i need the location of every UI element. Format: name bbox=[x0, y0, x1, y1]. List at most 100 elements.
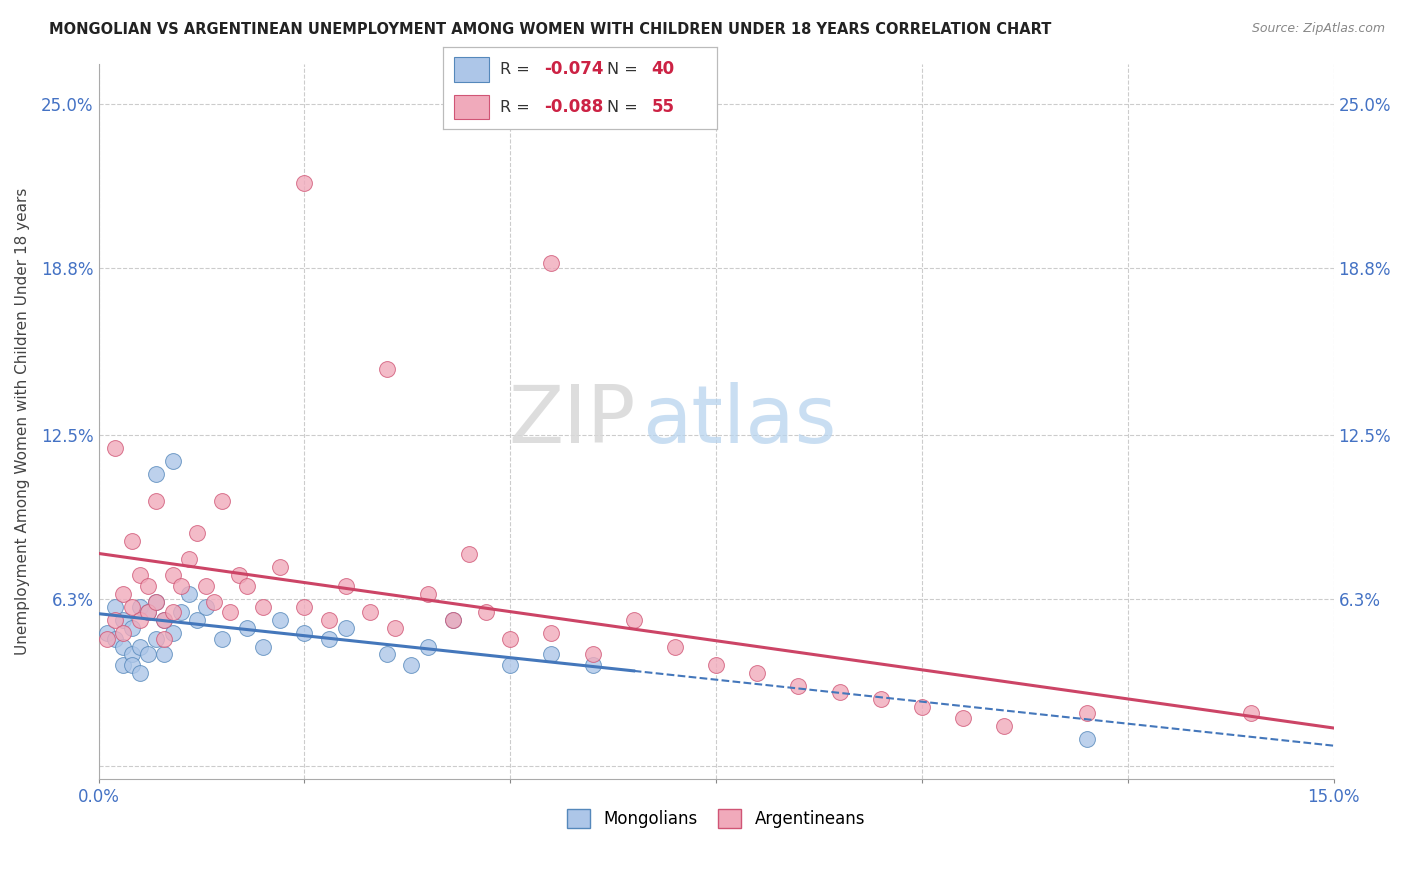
Point bbox=[121, 621, 143, 635]
Point bbox=[375, 361, 398, 376]
Point bbox=[112, 658, 135, 673]
Point bbox=[581, 658, 603, 673]
Point bbox=[474, 605, 496, 619]
Point bbox=[869, 692, 891, 706]
Point bbox=[211, 494, 233, 508]
Text: -0.088: -0.088 bbox=[544, 98, 603, 116]
Point bbox=[194, 579, 217, 593]
Point bbox=[96, 626, 118, 640]
Point bbox=[153, 632, 176, 646]
Point bbox=[294, 626, 316, 640]
Point bbox=[162, 568, 184, 582]
Point bbox=[294, 599, 316, 614]
Point bbox=[219, 605, 242, 619]
Point bbox=[186, 613, 208, 627]
Point bbox=[104, 441, 127, 455]
Point bbox=[162, 605, 184, 619]
Point bbox=[170, 579, 193, 593]
Point bbox=[145, 494, 167, 508]
Text: N =: N = bbox=[607, 100, 644, 115]
Point bbox=[128, 640, 150, 654]
Point bbox=[359, 605, 381, 619]
Point bbox=[375, 648, 398, 662]
Text: atlas: atlas bbox=[643, 383, 837, 460]
Point bbox=[252, 599, 274, 614]
Point bbox=[194, 599, 217, 614]
Point bbox=[162, 626, 184, 640]
Text: N =: N = bbox=[607, 62, 644, 77]
FancyBboxPatch shape bbox=[454, 95, 489, 120]
Point bbox=[112, 626, 135, 640]
Point bbox=[211, 632, 233, 646]
Text: R =: R = bbox=[501, 62, 536, 77]
Point bbox=[294, 176, 316, 190]
Point bbox=[993, 719, 1015, 733]
Point bbox=[416, 586, 439, 600]
Point bbox=[145, 467, 167, 482]
Point bbox=[747, 665, 769, 680]
Point bbox=[186, 525, 208, 540]
Text: Source: ZipAtlas.com: Source: ZipAtlas.com bbox=[1251, 22, 1385, 36]
Point bbox=[96, 632, 118, 646]
Point bbox=[153, 648, 176, 662]
Point bbox=[179, 552, 201, 566]
Point bbox=[441, 613, 464, 627]
Text: 40: 40 bbox=[651, 61, 675, 78]
Point bbox=[121, 648, 143, 662]
Point bbox=[269, 613, 291, 627]
Point bbox=[112, 586, 135, 600]
Point bbox=[911, 700, 934, 714]
Point bbox=[540, 255, 562, 269]
Point bbox=[704, 658, 727, 673]
Point bbox=[128, 599, 150, 614]
Point bbox=[179, 586, 201, 600]
Point bbox=[335, 579, 357, 593]
Point bbox=[162, 454, 184, 468]
Point bbox=[104, 613, 127, 627]
Point bbox=[153, 613, 176, 627]
Point bbox=[441, 613, 464, 627]
Point bbox=[499, 632, 522, 646]
Point bbox=[112, 613, 135, 627]
Point bbox=[128, 568, 150, 582]
Point bbox=[318, 632, 340, 646]
Point bbox=[112, 640, 135, 654]
Point bbox=[1076, 706, 1098, 720]
Point bbox=[136, 605, 159, 619]
Point bbox=[145, 594, 167, 608]
Point bbox=[136, 605, 159, 619]
Point bbox=[145, 632, 167, 646]
FancyBboxPatch shape bbox=[454, 57, 489, 82]
Point bbox=[1240, 706, 1263, 720]
Point bbox=[145, 594, 167, 608]
Point bbox=[104, 632, 127, 646]
Point bbox=[318, 613, 340, 627]
Text: 55: 55 bbox=[651, 98, 675, 116]
Point bbox=[416, 640, 439, 654]
Point bbox=[384, 621, 406, 635]
Point bbox=[236, 621, 259, 635]
Point bbox=[787, 679, 810, 693]
Point bbox=[202, 594, 225, 608]
Point bbox=[236, 579, 259, 593]
Point bbox=[664, 640, 686, 654]
Point bbox=[121, 599, 143, 614]
Point bbox=[121, 533, 143, 548]
Point bbox=[128, 613, 150, 627]
Point bbox=[952, 711, 974, 725]
Text: ZIP: ZIP bbox=[509, 383, 636, 460]
Point bbox=[228, 568, 250, 582]
Point bbox=[153, 613, 176, 627]
Point bbox=[1076, 732, 1098, 747]
Point bbox=[170, 605, 193, 619]
Point bbox=[335, 621, 357, 635]
Legend: Mongolians, Argentineans: Mongolians, Argentineans bbox=[561, 802, 872, 835]
Point bbox=[269, 560, 291, 574]
Y-axis label: Unemployment Among Women with Children Under 18 years: Unemployment Among Women with Children U… bbox=[15, 188, 30, 656]
Text: -0.074: -0.074 bbox=[544, 61, 603, 78]
Point bbox=[136, 579, 159, 593]
Text: R =: R = bbox=[501, 100, 536, 115]
Point bbox=[540, 648, 562, 662]
Point bbox=[581, 648, 603, 662]
Point bbox=[458, 547, 481, 561]
